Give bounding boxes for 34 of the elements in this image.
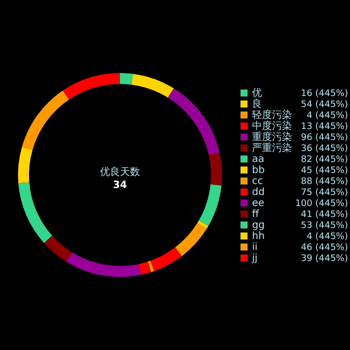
data-label: 13 (445%): [300, 122, 348, 132]
text: 优良天数: [100, 166, 140, 178]
legend-label: 优: [252, 88, 262, 99]
legend-label: hh: [252, 231, 265, 242]
data-label: 45 (445%): [300, 166, 348, 176]
data-label: 4 (445%): [306, 232, 348, 242]
data-label: 41 (445%): [300, 210, 348, 220]
legend-label: cc: [252, 176, 263, 187]
data-label: 88 (445%): [300, 177, 348, 187]
data-label: 36 (445%): [300, 144, 348, 154]
data-label: 100 (445%): [295, 199, 348, 209]
legend-label: ii: [252, 242, 258, 253]
legend-label: ee: [252, 198, 264, 209]
legend-label: gg: [252, 220, 265, 231]
data-label: 54 (445%): [300, 100, 348, 110]
legend-label: jj: [251, 253, 258, 264]
data-label: 82 (445%): [300, 155, 348, 165]
data-label: 46 (445%): [300, 243, 348, 253]
data-label: 75 (445%): [300, 188, 348, 198]
data-label: 53 (445%): [300, 221, 348, 231]
legend-label: 良: [252, 98, 262, 110]
legend-label: 中度污染: [252, 120, 292, 132]
data-label: 96 (445%): [300, 133, 348, 143]
data-label: 39 (445%): [300, 254, 348, 264]
legend-label: 重度污染: [252, 131, 292, 143]
legend-label: bb: [252, 165, 265, 176]
legend-label: 轻度污染: [252, 109, 292, 121]
data-label: 4 (445%): [306, 111, 348, 121]
legend-label: 严重污染: [252, 142, 292, 154]
data-label: 16 (445%): [300, 89, 348, 99]
legend-label: ff: [252, 209, 260, 220]
text: 34: [113, 180, 127, 191]
legend-label: dd: [252, 187, 265, 198]
legend-label: aa: [252, 154, 264, 165]
